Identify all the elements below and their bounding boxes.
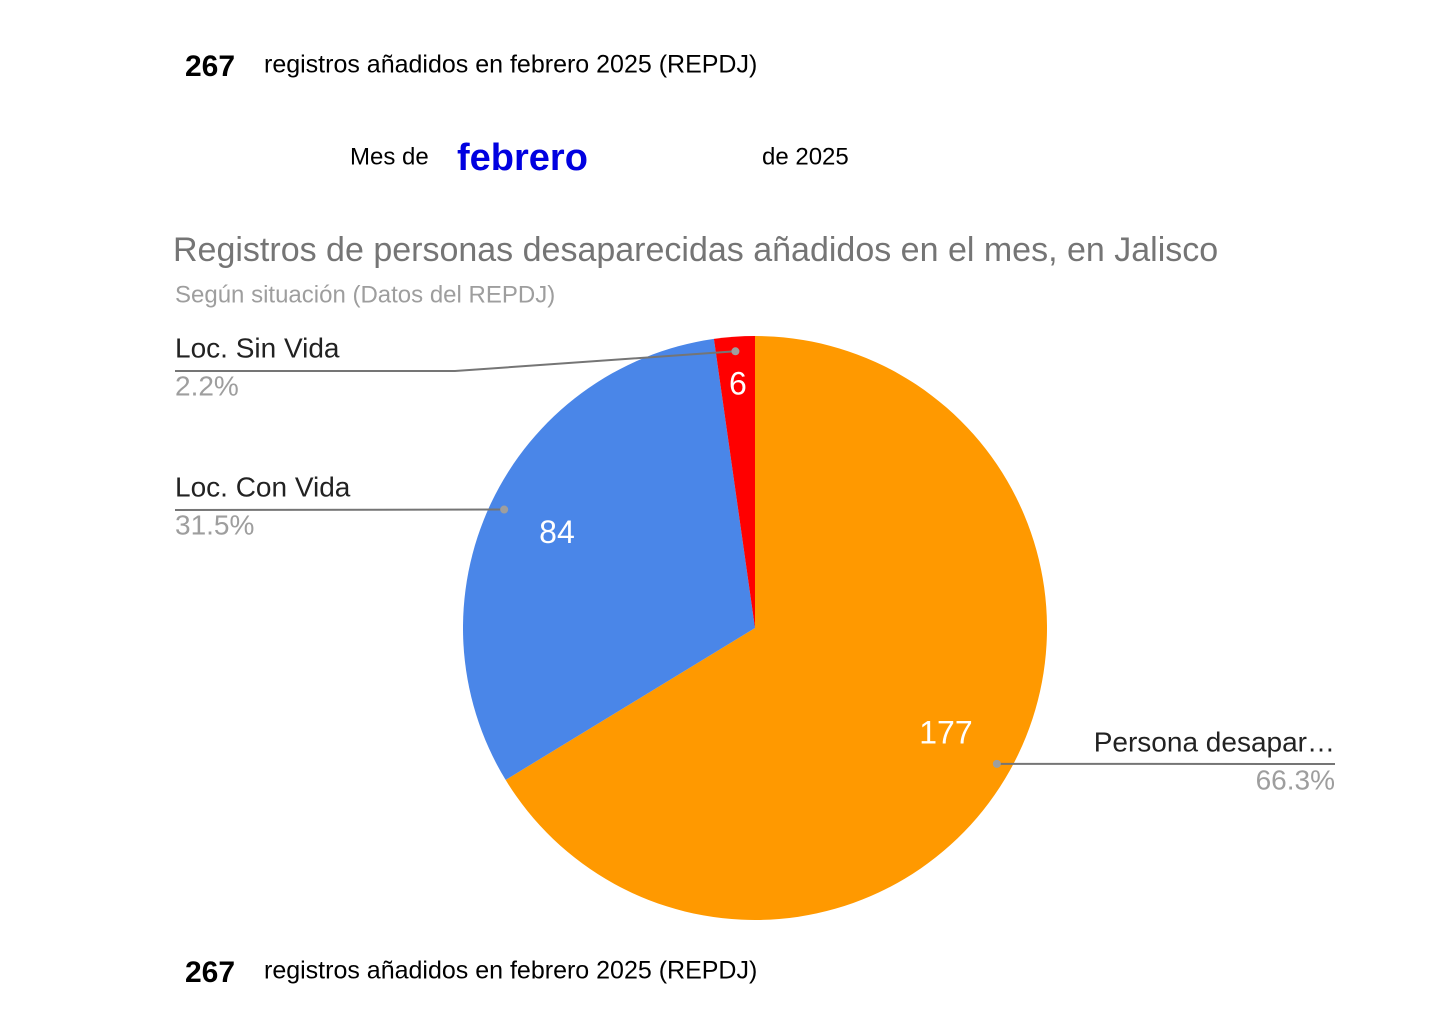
percent-label: 31.5%: [175, 509, 254, 540]
month-suffix: de 2025: [762, 143, 849, 170]
legend-label: Loc. Sin Vida: [175, 332, 340, 363]
pie-slice: [713, 336, 755, 628]
month-prefix: Mes de: [350, 143, 429, 170]
leader-dot: [500, 505, 509, 514]
legend-label: Persona desapar…: [1094, 726, 1335, 757]
leader-dot: [731, 347, 740, 356]
percent-label: 2.2%: [175, 370, 239, 401]
leader-line: [175, 350, 736, 372]
month: febrero: [457, 137, 588, 179]
data-label: 84: [539, 514, 575, 550]
count-text: registros añadidos en febrero 2025 (REPD…: [264, 51, 757, 79]
pie-slice: [463, 338, 755, 780]
data-label: 6: [729, 366, 747, 402]
count: 267: [185, 50, 235, 83]
count: 267: [185, 956, 235, 989]
count-text: registros añadidos en febrero 2025 (REPD…: [264, 957, 757, 985]
leader-dot: [992, 759, 1001, 768]
chart-title: Registros de personas desaparecidas añad…: [173, 231, 1218, 269]
percent-label: 66.3%: [1256, 764, 1335, 795]
data-label: 177: [919, 715, 972, 751]
chart-subtitle: Según situación (Datos del REPDJ): [175, 281, 555, 308]
pie-slice: [505, 336, 1047, 920]
legend-label: Loc. Con Vida: [175, 471, 351, 502]
